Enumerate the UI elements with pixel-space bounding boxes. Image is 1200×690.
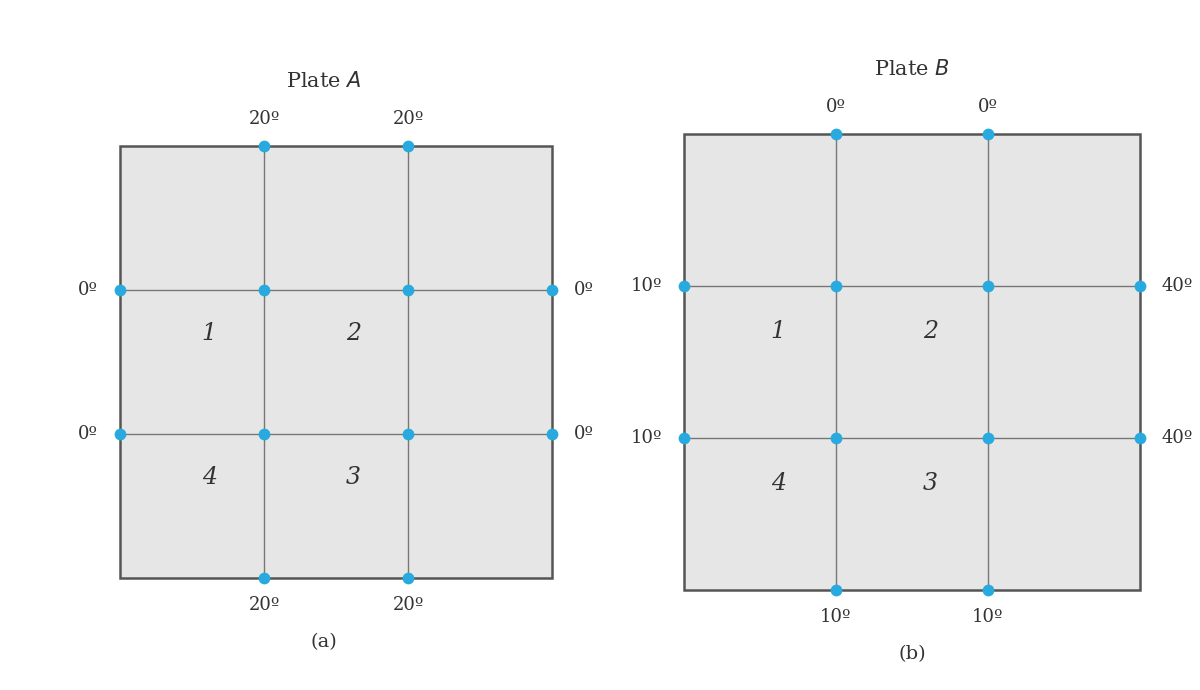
- Point: [398, 141, 418, 152]
- Point: [542, 285, 562, 296]
- Text: 2: 2: [923, 320, 937, 344]
- Text: 10º: 10º: [630, 429, 662, 447]
- Text: 40º: 40º: [1162, 277, 1193, 295]
- Text: 20º: 20º: [248, 596, 280, 614]
- Point: [674, 433, 694, 444]
- Point: [1130, 281, 1150, 292]
- Text: 3: 3: [923, 473, 937, 495]
- Text: 1: 1: [770, 320, 786, 344]
- Text: 0º: 0º: [574, 282, 594, 299]
- Point: [827, 584, 846, 595]
- Text: 4: 4: [770, 473, 786, 495]
- Bar: [120, 146, 552, 578]
- Text: (a): (a): [311, 633, 337, 651]
- Text: 0º: 0º: [978, 98, 998, 116]
- Text: 0º: 0º: [78, 425, 98, 443]
- Text: 1: 1: [202, 322, 217, 345]
- Point: [254, 285, 274, 296]
- Text: 10º: 10º: [821, 609, 852, 627]
- Bar: [684, 135, 1140, 590]
- Point: [827, 129, 846, 140]
- Point: [110, 428, 130, 440]
- Point: [827, 281, 846, 292]
- Text: 40º: 40º: [1162, 429, 1193, 447]
- Text: 3: 3: [346, 466, 361, 489]
- Point: [827, 433, 846, 444]
- Text: 20º: 20º: [248, 110, 280, 128]
- Text: 20º: 20º: [392, 596, 424, 614]
- Point: [110, 285, 130, 296]
- Text: Plate $B$: Plate $B$: [875, 59, 949, 79]
- Text: 0º: 0º: [574, 425, 594, 443]
- Point: [978, 433, 997, 444]
- Point: [254, 141, 274, 152]
- Point: [542, 428, 562, 440]
- Point: [674, 281, 694, 292]
- Point: [398, 285, 418, 296]
- Text: 0º: 0º: [826, 98, 846, 116]
- Point: [978, 584, 997, 595]
- Text: 2: 2: [346, 322, 361, 345]
- Point: [978, 129, 997, 140]
- Text: 10º: 10º: [972, 609, 1003, 627]
- Point: [398, 428, 418, 440]
- Text: Plate $A$: Plate $A$: [287, 71, 361, 91]
- Point: [1130, 433, 1150, 444]
- Text: 20º: 20º: [392, 110, 424, 128]
- Text: (b): (b): [898, 645, 926, 663]
- Text: 10º: 10º: [630, 277, 662, 295]
- Point: [978, 281, 997, 292]
- Point: [254, 573, 274, 584]
- Text: 4: 4: [202, 466, 217, 489]
- Text: 0º: 0º: [78, 282, 98, 299]
- Point: [398, 573, 418, 584]
- Point: [254, 428, 274, 440]
